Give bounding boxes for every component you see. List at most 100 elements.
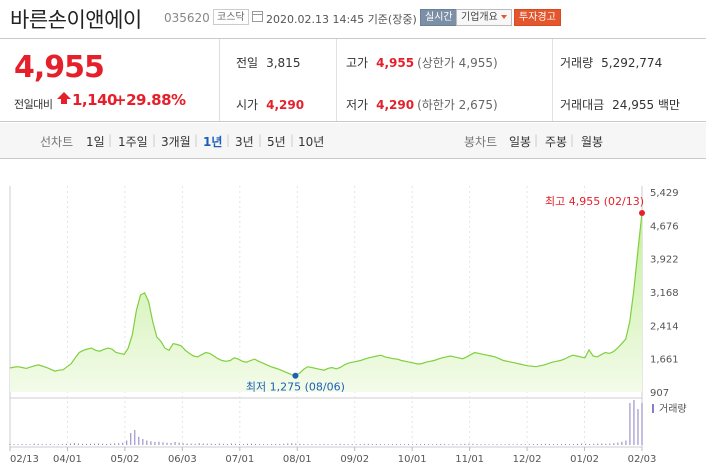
volume-bar [134, 430, 136, 445]
volume-bar [287, 443, 289, 445]
tab-weekly[interactable]: 주봉 [545, 135, 568, 149]
volume-bar [601, 443, 603, 445]
volume-bar [198, 443, 200, 445]
volume-bar [295, 443, 297, 445]
volume-bar [73, 443, 75, 445]
x-tick-label: 08/01 [283, 454, 312, 465]
tab-1d[interactable]: 1일 [86, 135, 105, 149]
tab-separator: | [194, 133, 199, 147]
volume-bar [452, 444, 454, 445]
volume-bar [613, 443, 615, 445]
volume-bar [508, 444, 510, 445]
volume-bar [162, 442, 164, 445]
volume-bar [468, 443, 470, 445]
volume-bar [391, 444, 393, 445]
tab-separator: | [108, 133, 113, 147]
volume-bar [387, 444, 389, 445]
tab-5y[interactable]: 5년 [267, 135, 286, 149]
high-marker [639, 209, 645, 216]
volume-bar [544, 443, 546, 445]
tab-separator: | [290, 133, 295, 147]
change-rate: +29.88% [114, 91, 186, 109]
volume-bar [69, 443, 71, 445]
tab-separator: | [534, 133, 539, 147]
volume-bar [17, 444, 19, 445]
tab-monthly[interactable]: 월봉 [581, 135, 604, 149]
volume-bar [319, 444, 321, 445]
volume-bar [573, 444, 575, 445]
volume-bar [585, 443, 587, 445]
tab-1y[interactable]: 1년 [203, 135, 223, 149]
volume-bar [472, 443, 474, 445]
volume-bar [214, 443, 216, 445]
tab-1w[interactable]: 1주일 [118, 135, 148, 149]
x-tick-label: 10/01 [398, 454, 427, 465]
low-price: 저가 4,290 (하한가 2,675) [346, 98, 498, 112]
volume-bar [29, 444, 31, 445]
volume-bar [114, 443, 116, 445]
open-price: 시가 4,290 [236, 98, 305, 112]
tab-3m[interactable]: 3개월 [161, 135, 191, 149]
x-tick-label: 11/01 [455, 454, 484, 465]
volume-bar [512, 444, 514, 445]
quote-datetime: 2020.02.13 14:45 기준(장중) [266, 13, 417, 26]
high-price: 고가 4,955 (상한가 4,955) [346, 56, 498, 70]
stock-code: 035620 [164, 11, 210, 25]
volume-bar [122, 442, 124, 445]
volume-bar [335, 444, 337, 445]
divider [336, 39, 337, 121]
current-price-box: 4,955 전일대비 1,140 +29.88% [0, 39, 220, 121]
volume-bar [560, 444, 562, 445]
low-annotation: 최저 1,275 (08/06) [246, 381, 345, 394]
x-tick-label: 09/02 [340, 454, 369, 465]
volume-bar [37, 443, 39, 445]
volume-bar [524, 444, 526, 445]
realtime-button[interactable]: 실시간 [420, 9, 458, 26]
volume-bar [303, 443, 305, 445]
price-chart: 5,429 4,676 3,922 3,168 2,414 1,661 907 02/13 04… [0, 160, 706, 467]
prev-close: 전일 3,815 [236, 56, 301, 70]
tab-3y[interactable]: 3년 [235, 135, 254, 149]
volume-bar [621, 441, 623, 445]
y-tick-label: 2,414 [650, 321, 679, 332]
volume-bar [178, 442, 180, 445]
tab-10y[interactable]: 10년 [298, 135, 325, 149]
volume-bar [263, 444, 265, 445]
volume-bar [234, 443, 236, 445]
volume-bar [45, 444, 47, 445]
company-info-button[interactable]: 기업개요 [456, 9, 512, 26]
y-tick-label: 3,922 [650, 255, 679, 266]
volume-bar [9, 443, 11, 445]
volume-bar [25, 444, 27, 445]
volume-bar [399, 444, 401, 445]
volume-bar [444, 444, 446, 445]
x-tick-label: 06/03 [168, 454, 197, 465]
tab-daily[interactable]: 일봉 [509, 135, 532, 149]
investment-warning-badge[interactable]: 투자경고 [514, 9, 561, 26]
volume-bar [480, 444, 482, 445]
volume-bar [565, 443, 567, 445]
tab-separator: | [226, 133, 231, 147]
volume-bar [81, 443, 83, 445]
volume-bar [548, 443, 550, 445]
y-tick-label: 907 [650, 388, 669, 399]
volume-bar [339, 443, 341, 445]
volume-bar [456, 444, 458, 445]
volume-bar [593, 443, 595, 445]
chart-period-tabs: 선차트 1일 | 1주일 | 3개월 | 1년 | 3년 | 5년 | 10년 … [0, 123, 706, 159]
volume-bar [242, 444, 244, 445]
price-change: 1,140 [72, 91, 117, 109]
volume-bar [247, 443, 249, 445]
volume-bar [218, 443, 220, 445]
volume-bar [251, 443, 253, 445]
volume-bar [283, 443, 285, 445]
price-panel: 4,955 전일대비 1,140 +29.88% 전일 3,815 고가 4,955… [0, 38, 706, 122]
price-area [10, 213, 642, 392]
volume-bar [408, 444, 410, 445]
stock-name: 바른손이앤에이 [10, 8, 142, 32]
volume-bar [90, 443, 92, 445]
volume-bar [520, 444, 522, 445]
volume-bar [464, 443, 466, 445]
volume-bar [577, 443, 579, 445]
volume-bar [13, 444, 15, 445]
